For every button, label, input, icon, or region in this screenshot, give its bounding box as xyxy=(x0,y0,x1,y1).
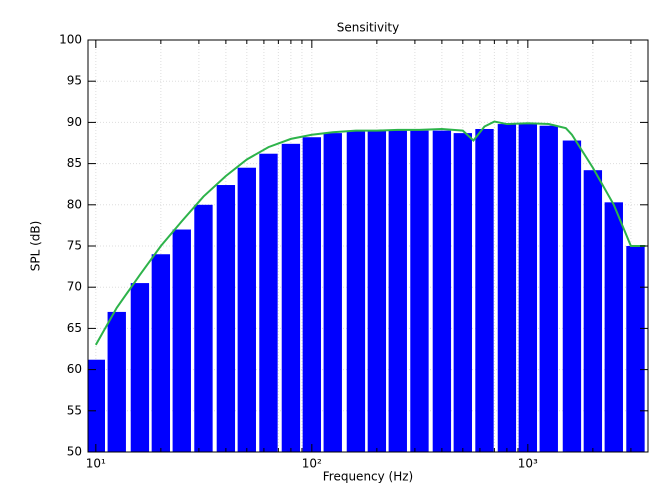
bar xyxy=(323,133,342,452)
chart-title: Sensitivity xyxy=(337,21,399,35)
bar xyxy=(539,125,558,453)
bar xyxy=(346,131,366,453)
x-axis-label: Frequency (Hz) xyxy=(323,470,414,484)
bar xyxy=(388,130,407,452)
y-tick-label: 55 xyxy=(67,403,82,417)
y-tick-label: 60 xyxy=(67,362,82,376)
y-tick-label: 95 xyxy=(67,74,82,88)
bar xyxy=(172,229,191,452)
bar xyxy=(151,254,171,452)
y-tick-label: 75 xyxy=(67,239,82,253)
bar xyxy=(410,130,429,452)
bar xyxy=(604,202,623,452)
bar xyxy=(453,133,472,452)
y-tick-label: 90 xyxy=(67,115,82,129)
bar xyxy=(88,359,106,452)
bar xyxy=(130,283,150,452)
x-tick-label: 10³ xyxy=(518,457,538,471)
bar xyxy=(432,130,452,452)
y-tick-label: 65 xyxy=(67,321,82,335)
bar xyxy=(237,167,256,452)
y-tick-label: 70 xyxy=(67,280,82,294)
bar xyxy=(216,185,236,453)
bar xyxy=(583,170,603,452)
bar xyxy=(367,130,387,452)
bar xyxy=(497,124,517,452)
bar xyxy=(626,246,645,452)
line xyxy=(94,120,646,346)
bar xyxy=(518,123,538,452)
y-axis-label: SPL (dB) xyxy=(29,221,43,272)
bar xyxy=(194,204,213,452)
bar xyxy=(281,143,301,452)
bar xyxy=(475,128,494,452)
bar xyxy=(107,311,126,452)
y-tick-label: 80 xyxy=(67,197,82,211)
y-tick-label: 50 xyxy=(67,445,82,459)
y-tick-label: 100 xyxy=(59,33,82,47)
x-tick-label: 10¹ xyxy=(86,457,106,471)
bar xyxy=(259,153,278,452)
bar xyxy=(302,137,322,452)
y-tick-label: 85 xyxy=(67,156,82,170)
bar xyxy=(562,140,582,452)
x-tick-label: 10² xyxy=(302,457,322,471)
